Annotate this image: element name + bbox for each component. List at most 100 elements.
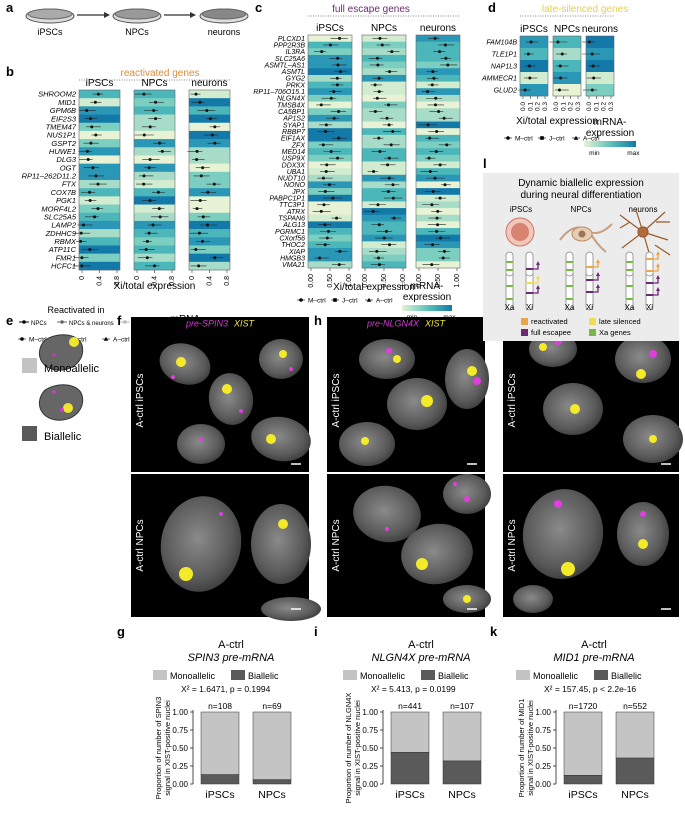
gene-label: RP11–262D11.2 [22, 172, 77, 181]
gene-label: SLC25A5 [44, 212, 77, 221]
gene-label: MID1 [58, 98, 76, 107]
data-point [94, 133, 98, 137]
data-point [338, 36, 342, 40]
x-tick-label: 0 [79, 276, 86, 280]
data-point [391, 196, 395, 200]
chromosome-label-xa: Xa [625, 303, 635, 312]
data-point [329, 150, 333, 153]
row-label: A-ctrl NPCs [507, 519, 518, 571]
gene-label: RP11–706O15.1 [253, 89, 305, 96]
row-label: A-ctrl iPSCs [331, 374, 342, 428]
colorbar-title: mRNA- [594, 117, 627, 128]
heatmap-cell [362, 81, 406, 89]
x-tick-label: 0.2 [568, 102, 575, 111]
legend-swatch-biallelic [231, 670, 245, 680]
gene-label: AP1S2 [282, 116, 305, 123]
data-point [391, 130, 395, 134]
data-point [441, 256, 445, 260]
data-point [325, 163, 329, 167]
x-tick-label: 1.00 [400, 274, 407, 288]
heatmap-cell [362, 168, 406, 176]
data-point [336, 156, 340, 160]
pre-mrna-signal [386, 348, 392, 354]
heatmap-cell [134, 180, 175, 189]
gene-label: PLCXD1 [278, 36, 305, 43]
data-point [427, 156, 431, 160]
monoallelic-swatch [22, 358, 37, 373]
data-point [426, 123, 430, 127]
xist-signal [416, 558, 428, 570]
data-point [324, 169, 328, 173]
data-point [526, 52, 530, 56]
data-point [592, 76, 596, 80]
data-point [591, 64, 595, 68]
data-point [431, 70, 435, 74]
column-header-npcs: NPCs [141, 78, 167, 89]
x-tick-label: 0 [189, 276, 196, 280]
bar-monoallelic [563, 711, 603, 776]
gene-label: FMR1 [56, 253, 76, 262]
heatmap-cell [189, 253, 230, 263]
panel-letter-g: g [117, 624, 125, 639]
data-point [336, 63, 340, 67]
y-tick-label: 0.00 [172, 780, 188, 789]
heatmap-column-frame [519, 35, 549, 97]
x-axis-label: Xi/total expression [516, 116, 598, 127]
legend-title: Reactivated in [47, 305, 104, 315]
x-tick-label: 0.0 [586, 102, 593, 111]
heatmap-cell [189, 229, 230, 238]
data-point [205, 108, 209, 112]
data-point [376, 203, 380, 207]
probe-header-label: pre-NLGN4X XIST [366, 319, 447, 329]
data-point [556, 40, 560, 44]
stage-label-ipscs: iPSCs [37, 27, 63, 37]
heatmap-cell [79, 196, 120, 205]
gene-label: PGRMC1 [275, 229, 305, 236]
data-point [389, 143, 393, 147]
y-tick-label: 0.75 [362, 726, 378, 735]
x-tick-label: 0.3 [575, 102, 582, 111]
legend-biallelic: Biallelic [611, 671, 642, 681]
cell-monoallelic-icon [38, 334, 84, 371]
gene-label: NUS1P1 [47, 131, 76, 140]
panel-letter-b: b [6, 64, 14, 79]
y-tick-label: 0.75 [172, 726, 188, 735]
heatmap-cell [586, 36, 614, 49]
heatmap-cell [416, 254, 460, 262]
heatmap-cell [134, 147, 175, 156]
gene-label: TLE1P1 [492, 51, 517, 58]
data-point [154, 117, 158, 121]
xist-signal [467, 366, 477, 376]
npc-cell-icon [559, 223, 613, 253]
data-point [145, 256, 149, 260]
data-point [194, 248, 198, 252]
legend-swatch-biallelic [594, 670, 608, 680]
row-label: A-ctrl iPSCs [135, 374, 146, 428]
panel-letter-d: d [488, 0, 496, 15]
data-point [436, 209, 440, 213]
arrowhead-icon [190, 12, 196, 18]
nucleus [387, 378, 447, 430]
heatmap-cell [362, 74, 406, 82]
probe-header [131, 317, 309, 329]
gene-label: RBBP7 [282, 129, 306, 136]
bar-biallelic [200, 774, 240, 785]
data-point [80, 264, 84, 268]
data-point [324, 123, 328, 127]
gene-label: PGK1 [56, 196, 76, 205]
heatmap-cell [362, 108, 406, 116]
data-point [377, 76, 381, 80]
nucleus [251, 416, 311, 462]
x-tick-label: 0.1 [527, 102, 534, 111]
pre-mrna-signal [473, 377, 481, 385]
legend-monoallelic: Monoallelic [533, 671, 579, 681]
heatmap-cell [308, 81, 352, 89]
heatmap-cell [189, 90, 230, 99]
y-tick-label: 0.25 [172, 762, 188, 771]
data-point [435, 130, 439, 134]
gene-label: ALG13 [282, 222, 305, 229]
data-point [371, 209, 375, 213]
gene-label: CA5BP1 [278, 109, 305, 116]
legend-full-escapee: full escapee [531, 328, 571, 337]
